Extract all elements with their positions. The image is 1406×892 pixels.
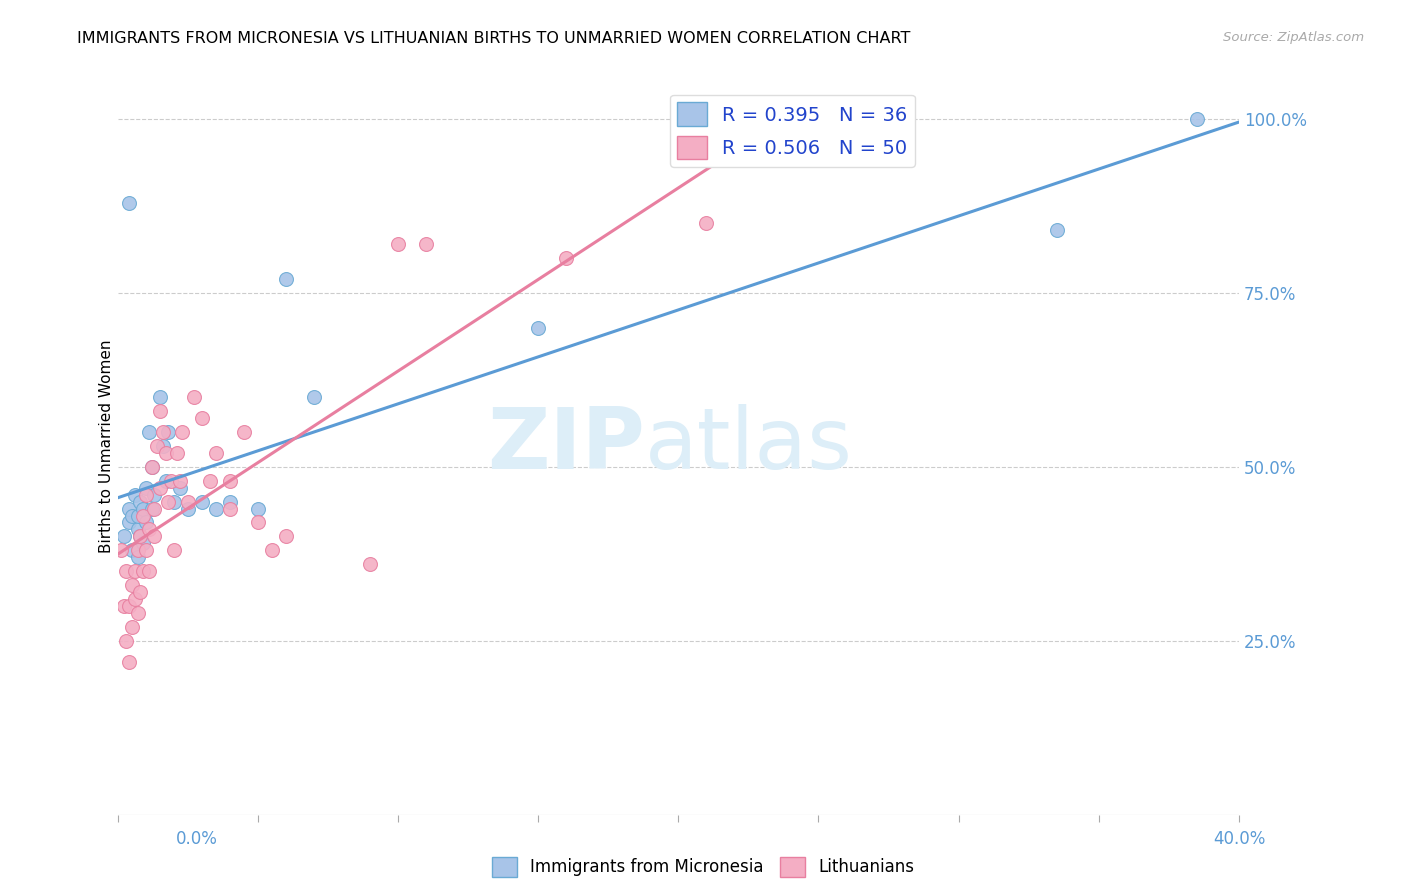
- Point: [115, 633, 138, 648]
- Point: [141, 501, 163, 516]
- Text: Source: ZipAtlas.com: Source: ZipAtlas.com: [1223, 31, 1364, 45]
- Point: [160, 474, 183, 488]
- Point: [152, 439, 174, 453]
- Point: [127, 606, 149, 620]
- Point: [247, 501, 270, 516]
- Point: [118, 599, 141, 613]
- Point: [695, 217, 717, 231]
- Point: [149, 390, 172, 404]
- Point: [129, 529, 152, 543]
- Point: [141, 459, 163, 474]
- Point: [138, 523, 160, 537]
- Point: [205, 501, 228, 516]
- Point: [110, 543, 132, 558]
- Point: [1046, 223, 1069, 237]
- Text: ZIP: ZIP: [486, 404, 645, 488]
- Point: [152, 425, 174, 439]
- Point: [124, 592, 146, 607]
- Point: [415, 237, 437, 252]
- Point: [135, 488, 157, 502]
- Y-axis label: Births to Unmarried Women: Births to Unmarried Women: [100, 339, 114, 553]
- Point: [157, 425, 180, 439]
- Point: [200, 474, 222, 488]
- Point: [219, 474, 242, 488]
- Point: [135, 543, 157, 558]
- Point: [118, 516, 141, 530]
- Point: [115, 564, 138, 578]
- Point: [555, 252, 578, 266]
- Point: [129, 494, 152, 508]
- Point: [191, 494, 214, 508]
- Point: [143, 501, 166, 516]
- Point: [155, 474, 177, 488]
- Point: [121, 508, 143, 523]
- Point: [127, 543, 149, 558]
- Point: [205, 446, 228, 460]
- Point: [138, 425, 160, 439]
- Point: [143, 488, 166, 502]
- Point: [274, 529, 297, 543]
- Point: [387, 237, 409, 252]
- Point: [172, 425, 194, 439]
- Point: [177, 494, 200, 508]
- Text: 0.0%: 0.0%: [176, 830, 218, 847]
- Point: [132, 536, 155, 550]
- Point: [135, 516, 157, 530]
- Point: [118, 655, 141, 669]
- Point: [262, 543, 284, 558]
- Point: [132, 501, 155, 516]
- Point: [177, 501, 200, 516]
- Point: [127, 550, 149, 565]
- Point: [112, 529, 135, 543]
- Point: [166, 446, 188, 460]
- Point: [149, 404, 172, 418]
- Text: atlas: atlas: [645, 404, 853, 488]
- Point: [121, 543, 143, 558]
- Text: 40.0%: 40.0%: [1213, 830, 1265, 847]
- Point: [127, 523, 149, 537]
- Point: [112, 599, 135, 613]
- Point: [169, 474, 191, 488]
- Point: [135, 481, 157, 495]
- Point: [138, 564, 160, 578]
- Point: [219, 494, 242, 508]
- Point: [121, 578, 143, 592]
- Point: [146, 439, 169, 453]
- Text: IMMIGRANTS FROM MICRONESIA VS LITHUANIAN BIRTHS TO UNMARRIED WOMEN CORRELATION C: IMMIGRANTS FROM MICRONESIA VS LITHUANIAN…: [77, 31, 911, 46]
- Point: [183, 390, 205, 404]
- Point: [163, 543, 186, 558]
- Point: [121, 620, 143, 634]
- Point: [124, 564, 146, 578]
- Legend: R = 0.395   N = 36, R = 0.506   N = 50: R = 0.395 N = 36, R = 0.506 N = 50: [669, 95, 915, 168]
- Point: [274, 272, 297, 286]
- Point: [233, 425, 256, 439]
- Point: [169, 481, 191, 495]
- Point: [155, 446, 177, 460]
- Point: [143, 529, 166, 543]
- Point: [219, 501, 242, 516]
- Point: [149, 481, 172, 495]
- Point: [129, 529, 152, 543]
- Point: [118, 501, 141, 516]
- Point: [191, 411, 214, 425]
- Point: [359, 558, 381, 572]
- Point: [302, 390, 325, 404]
- Point: [132, 508, 155, 523]
- Point: [247, 516, 270, 530]
- Point: [118, 195, 141, 210]
- Point: [1185, 112, 1208, 127]
- Point: [132, 564, 155, 578]
- Point: [527, 320, 550, 334]
- Point: [124, 488, 146, 502]
- Point: [129, 585, 152, 599]
- Legend: Immigrants from Micronesia, Lithuanians: Immigrants from Micronesia, Lithuanians: [485, 850, 921, 884]
- Point: [127, 508, 149, 523]
- Point: [141, 459, 163, 474]
- Point: [157, 494, 180, 508]
- Point: [163, 494, 186, 508]
